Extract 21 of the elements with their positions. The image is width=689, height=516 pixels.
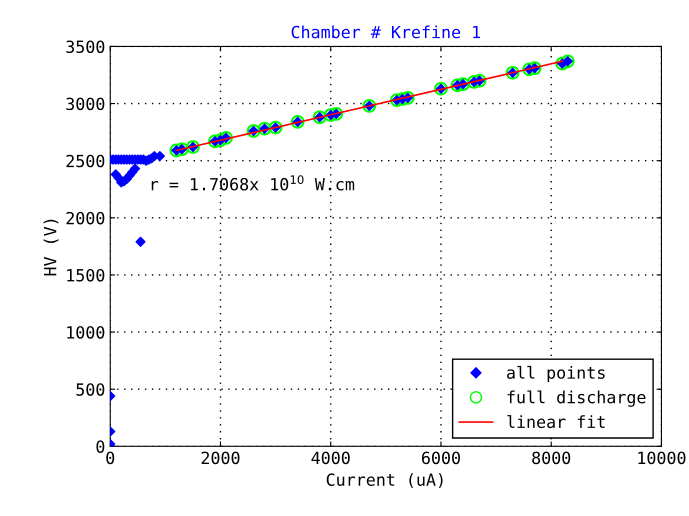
x-tick-label: 4000 [311, 452, 350, 464]
legend-label: full discharge [508, 390, 646, 407]
legend-label: linear fit [507, 415, 605, 428]
y-tick-label: 2500 [66, 154, 104, 168]
chart-title: Chamber # Krefine 1 [292, 25, 480, 38]
x-tick-label: 10000 [638, 452, 686, 464]
x-tick-label: 6000 [422, 452, 460, 464]
x-axis-title: Current (uA) [326, 473, 443, 488]
y-tick-label: 500 [76, 383, 104, 396]
y-tick-label: 2000 [66, 212, 104, 224]
y-tick-label: 1500 [67, 268, 104, 282]
y-tick-label: 1000 [67, 326, 104, 339]
x-tick-label: 0 [106, 452, 114, 464]
y-tick-label: 3000 [66, 98, 104, 110]
y-tick-label: 0 [96, 440, 104, 453]
x-tick-label: 2000 [202, 452, 240, 464]
y-tick-label: 3500 [66, 40, 104, 54]
legend-label: all points [507, 366, 605, 382]
x-tick-label: 8000 [532, 452, 570, 464]
annotation: r = 1.7068x 10$^{10}$ W.cm [152, 175, 354, 191]
y-axis-title: HV (V) [44, 220, 58, 276]
